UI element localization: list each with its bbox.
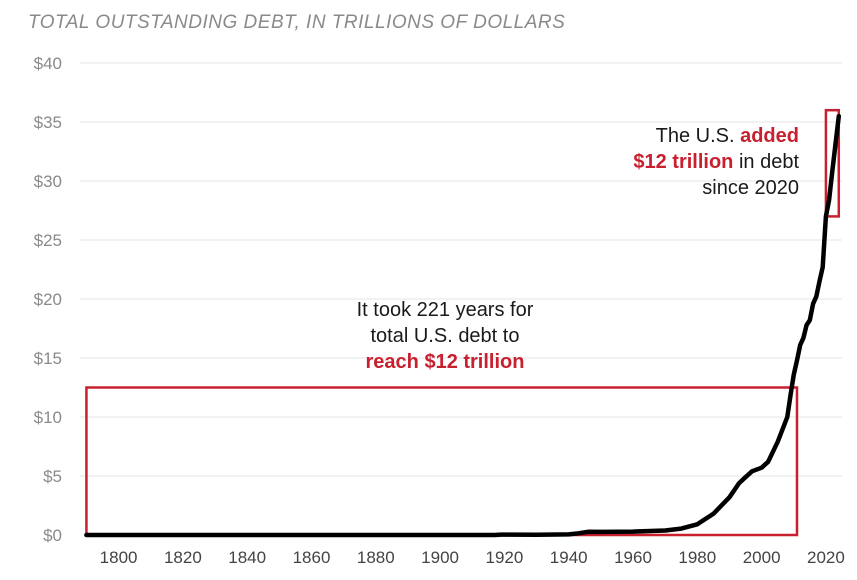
annotation-text: total U.S. debt to bbox=[371, 325, 520, 347]
annotation-text: in debt bbox=[733, 151, 799, 173]
y-tick-label: $10 bbox=[34, 408, 62, 427]
y-tick-label: $20 bbox=[34, 290, 62, 309]
y-tick-label: $5 bbox=[43, 467, 62, 486]
annotation-line: since 2020 bbox=[702, 177, 799, 199]
x-tick-label: 1820 bbox=[164, 548, 202, 567]
x-axis-ticks: 1800 1820 1840 1860 1880 1900 1920 1940 1960 1980… bbox=[100, 548, 845, 567]
x-tick-label: 1940 bbox=[550, 548, 588, 567]
y-tick-label: $40 bbox=[34, 54, 62, 73]
annotation-line: reach $12 trillion bbox=[366, 351, 525, 373]
annotation-line: total U.S. debt to bbox=[371, 325, 520, 347]
highlight-boxes bbox=[85, 108, 841, 537]
y-tick-label: $35 bbox=[34, 113, 62, 132]
x-tick-label: 1860 bbox=[293, 548, 331, 567]
highlight-box bbox=[85, 386, 799, 537]
annotations: It took 221 years for total U.S. debt to r… bbox=[357, 125, 800, 373]
annotation-since-2020: The U.S. added $12 trillion in debt since … bbox=[633, 125, 799, 199]
x-tick-label: 1800 bbox=[100, 548, 138, 567]
x-tick-label: 1960 bbox=[614, 548, 652, 567]
y-tick-label: $25 bbox=[34, 231, 62, 250]
y-tick-label: $30 bbox=[34, 172, 62, 191]
x-tick-label: 1920 bbox=[485, 548, 523, 567]
annotation-text: since 2020 bbox=[702, 177, 799, 199]
chart-title: TOTAL OUTSTANDING DEBT, IN TRILLIONS OF … bbox=[28, 12, 566, 33]
annotation-221-years: It took 221 years for total U.S. debt to r… bbox=[357, 299, 534, 373]
annotation-text: The U.S. bbox=[656, 125, 740, 147]
annotation-line: It took 221 years for bbox=[357, 299, 534, 321]
annotation-text: It took 221 years for bbox=[357, 299, 534, 321]
highlight-box bbox=[824, 108, 841, 218]
x-tick-label: 2020 bbox=[807, 548, 845, 567]
y-tick-label: $0 bbox=[43, 526, 62, 545]
debt-series-line bbox=[84, 113, 842, 538]
annotation-highlight: added bbox=[740, 125, 799, 147]
x-tick-label: 1880 bbox=[357, 548, 395, 567]
x-tick-label: 1900 bbox=[421, 548, 459, 567]
x-tick-label: 1980 bbox=[678, 548, 716, 567]
annotation-line: $12 trillion in debt bbox=[633, 151, 799, 173]
x-tick-label: 1840 bbox=[228, 548, 266, 567]
y-tick-label: $15 bbox=[34, 349, 62, 368]
annotation-highlight: reach $12 trillion bbox=[366, 351, 525, 373]
annotation-line: The U.S. added bbox=[656, 125, 799, 147]
y-axis-ticks: $0 $5 $10 $15 $20 $25 $30 $35 $40 bbox=[34, 54, 62, 545]
annotation-highlight: $12 trillion bbox=[633, 151, 733, 173]
gridlines bbox=[80, 62, 842, 477]
x-tick-label: 2000 bbox=[743, 548, 781, 567]
series-layer bbox=[84, 113, 842, 538]
